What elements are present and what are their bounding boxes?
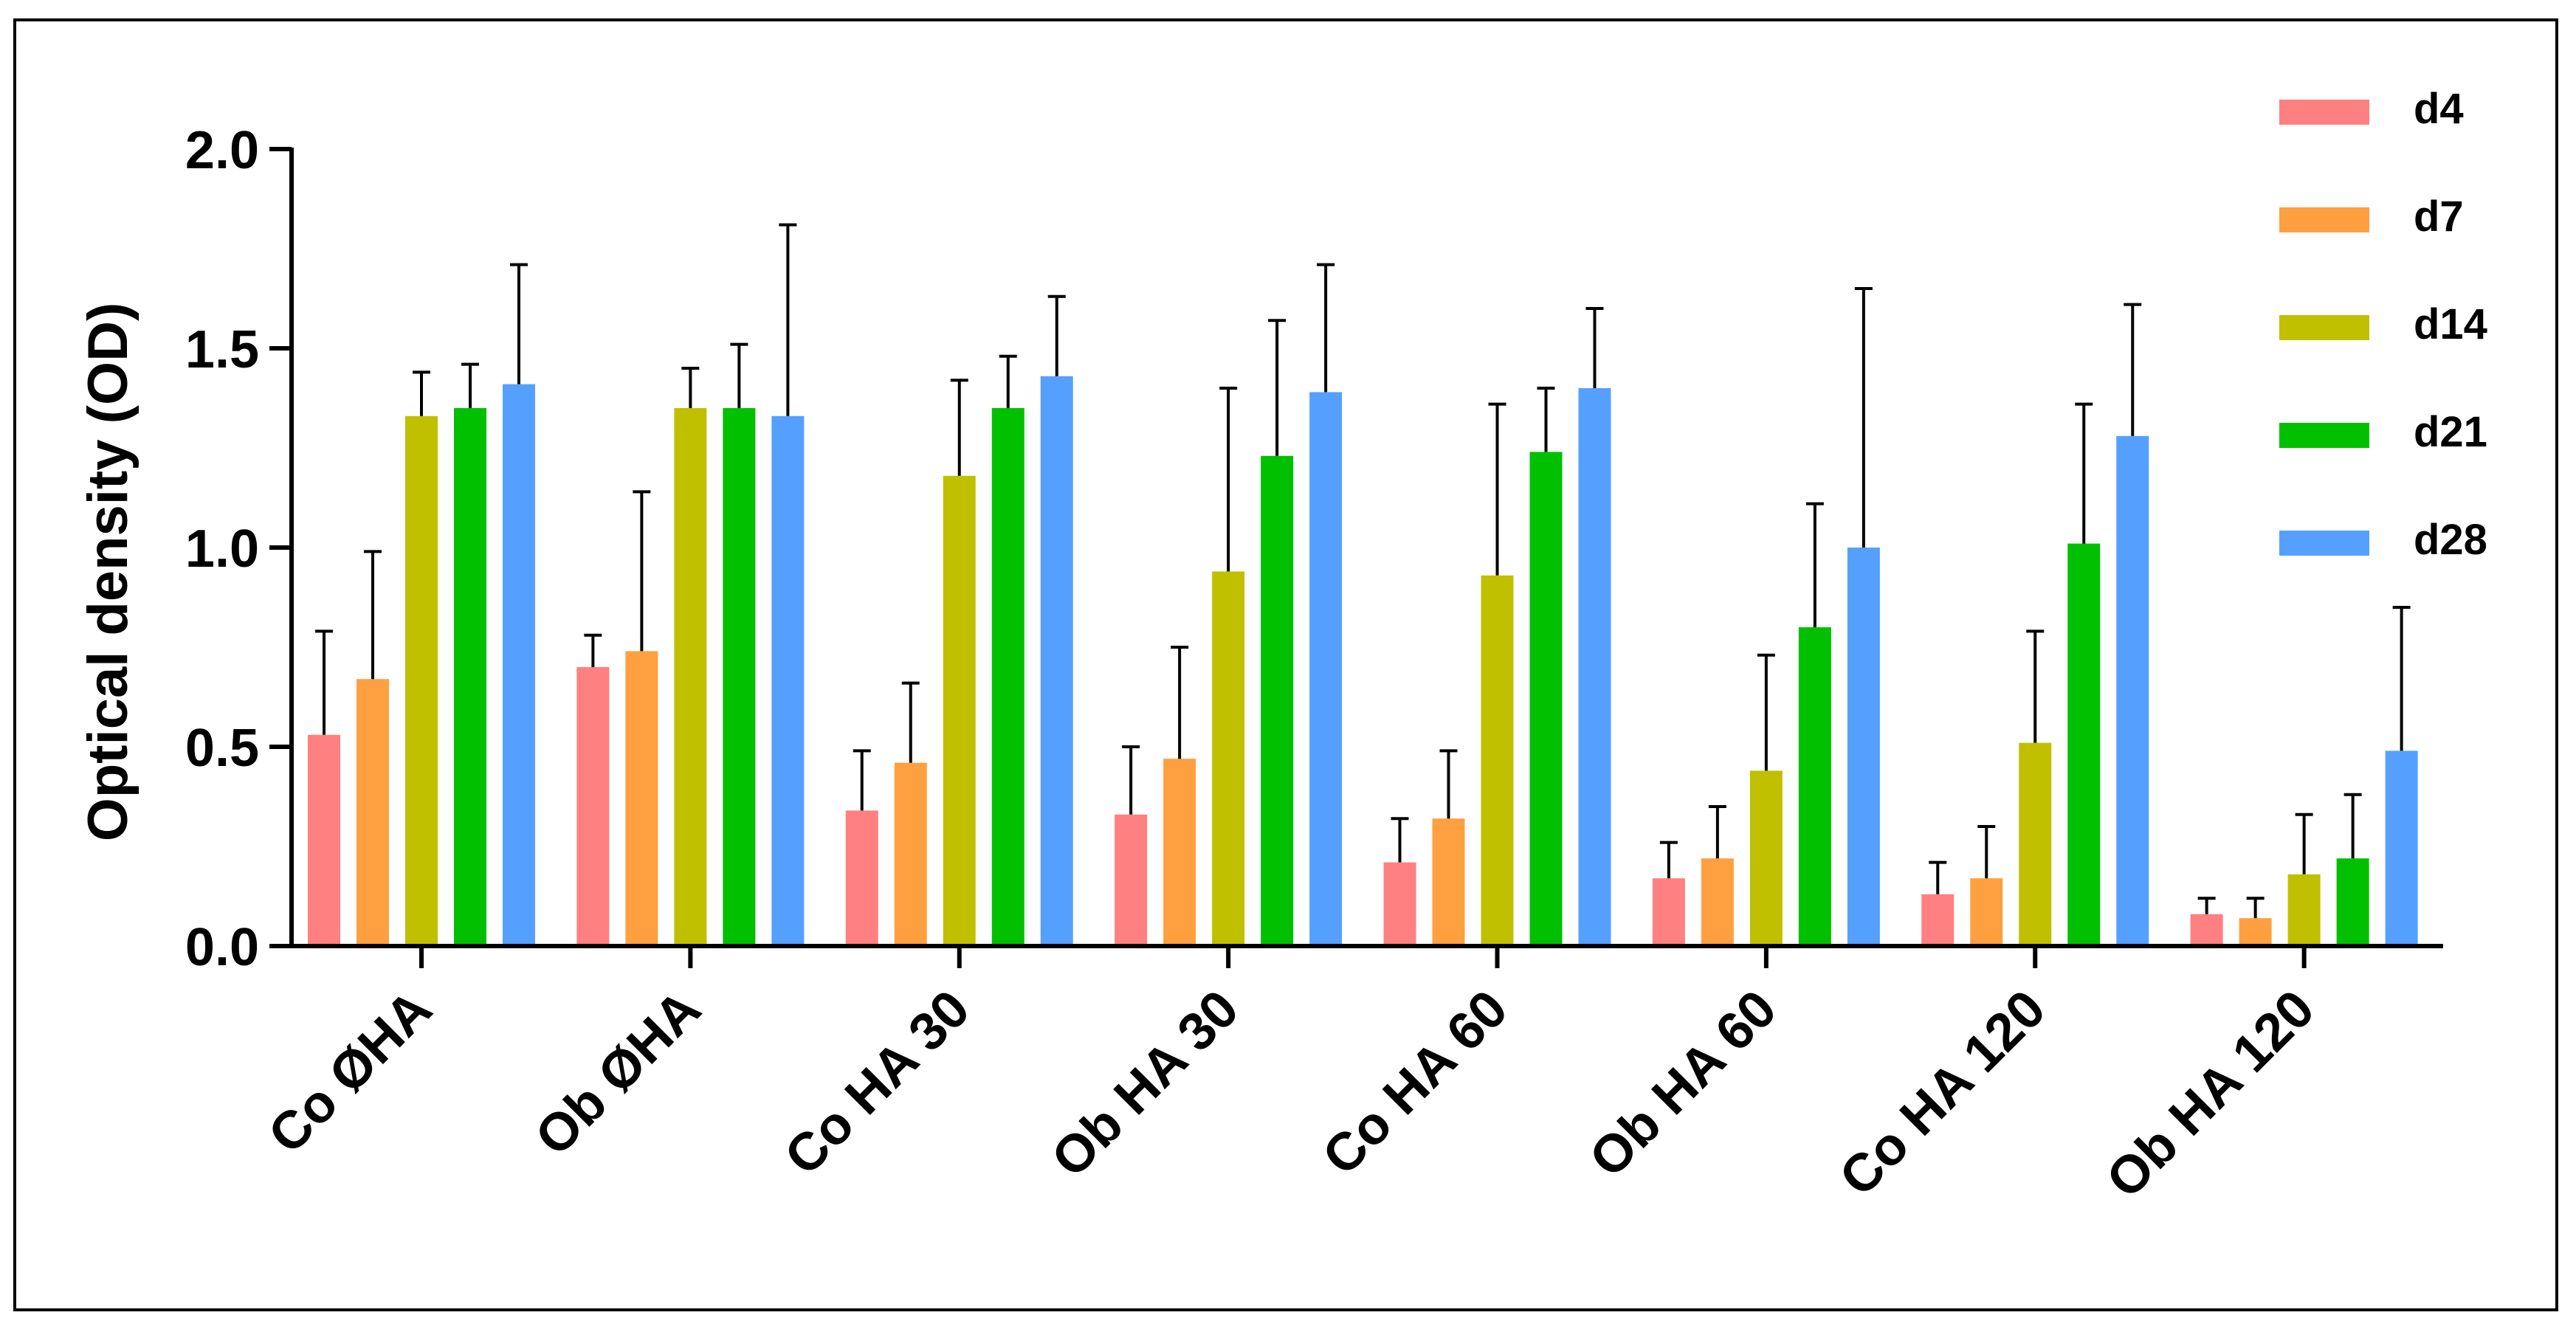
bar-d7-1 [357, 679, 389, 946]
bar-d4-3 [845, 810, 878, 946]
bar-d4-7 [1921, 894, 1955, 946]
chart-frame [13, 18, 2558, 1311]
bar-d28-1 [503, 384, 535, 946]
bar-d4-4 [1115, 814, 1148, 946]
y-tick-label: 1.0 [185, 520, 259, 579]
bar-d7-4 [1163, 759, 1196, 946]
legend-label-d14: d14 [2414, 300, 2487, 348]
bar-d7-5 [1432, 818, 1465, 946]
legend-label-d28: d28 [2414, 516, 2487, 564]
y-tick-label: 0.5 [185, 719, 259, 778]
bar-d4-5 [1383, 862, 1416, 946]
legend-swatch-d28 [2279, 531, 2369, 556]
bar-d7-8 [2239, 918, 2272, 946]
x-tick-label: Co HA 60 [1312, 979, 1519, 1187]
bar-d28-6 [1847, 548, 1880, 946]
bar-d21-3 [991, 408, 1024, 946]
bar-d14-6 [1749, 770, 1783, 946]
bar-d21-7 [2067, 543, 2101, 946]
bar-d28-4 [1309, 392, 1343, 946]
legend-label-d7: d7 [2414, 193, 2464, 241]
bar-d21-1 [454, 408, 486, 946]
bar-d28-8 [2385, 750, 2418, 946]
bar-d28-2 [771, 415, 805, 946]
x-tick-label: Ob HA 30 [1041, 979, 1250, 1189]
bar-d7-6 [1701, 858, 1734, 946]
y-tick-label: 1.5 [185, 320, 259, 379]
bar-d21-2 [723, 408, 756, 946]
bar-d4-8 [2190, 914, 2223, 946]
legend-label-d4: d4 [2414, 85, 2464, 133]
bar-d21-5 [1529, 452, 1563, 946]
y-tick-label: 2.0 [185, 121, 259, 180]
bar-d14-2 [674, 408, 707, 946]
bar-d28-7 [2116, 435, 2149, 946]
bar-d4-1 [308, 734, 340, 946]
x-tick-label: Co HA 120 [1828, 979, 2056, 1207]
bar-d21-6 [1798, 627, 1831, 946]
y-axis-label: Optical density (OD) [77, 303, 140, 842]
x-tick-label: Co ØHA [258, 979, 444, 1165]
bar-d14-8 [2287, 874, 2321, 946]
bar-d14-4 [1212, 571, 1245, 946]
legend: d4 d7 d14 d21 d28 [2279, 85, 2487, 564]
bar-d28-3 [1040, 376, 1073, 946]
bar-d28-5 [1578, 388, 1611, 946]
bar-d14-3 [943, 475, 976, 946]
bar-d4-6 [1652, 878, 1685, 946]
bar-d4-2 [576, 667, 610, 946]
legend-swatch-d7 [2279, 207, 2369, 232]
y-tick-label: 0.0 [185, 918, 259, 977]
bar-d7-2 [625, 651, 658, 946]
bar-d7-3 [894, 762, 927, 946]
bar-d7-7 [1970, 878, 2003, 946]
legend-swatch-d21 [2279, 423, 2369, 448]
legend-label-d21: d21 [2414, 408, 2487, 456]
legend-swatch-d4 [2279, 100, 2369, 125]
x-tick-label: Ob HA 60 [1578, 979, 1788, 1189]
bar-d21-4 [1261, 455, 1294, 946]
x-tick-label: Ob ØHA [524, 979, 712, 1167]
legend-swatch-d14 [2279, 315, 2369, 340]
bar-d14-1 [405, 415, 438, 946]
x-tick-label: Co HA 30 [774, 979, 981, 1187]
bars-layer [308, 223, 2418, 946]
bar-d14-7 [2019, 742, 2052, 946]
x-tick-label: Ob HA 120 [2095, 979, 2326, 1210]
bar-d21-8 [2336, 858, 2369, 946]
bar-d14-5 [1481, 575, 1514, 946]
